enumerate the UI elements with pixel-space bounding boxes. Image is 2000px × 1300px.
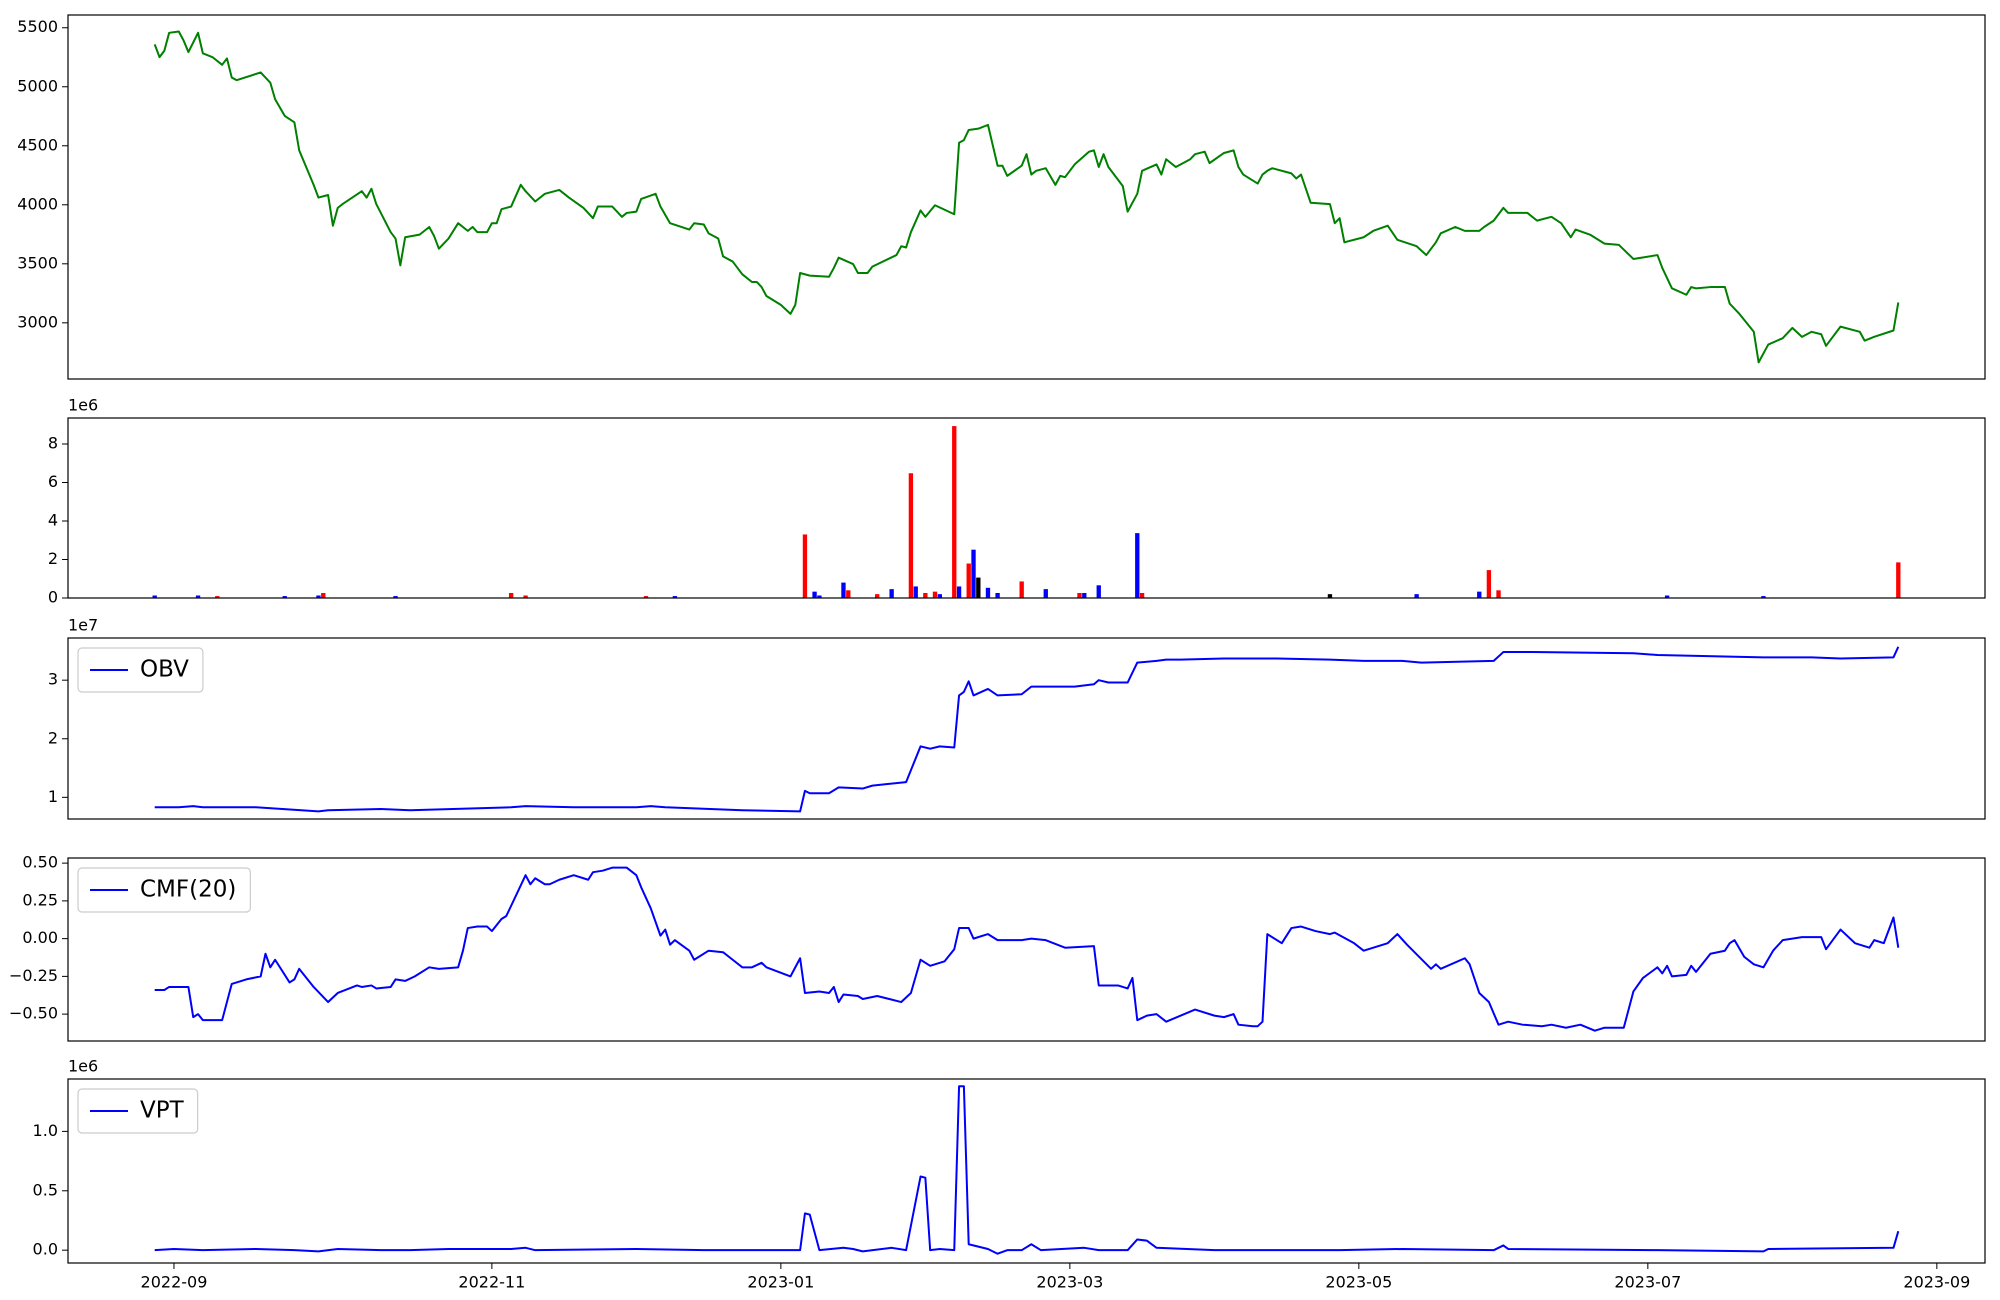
y-tick-label: −0.50 xyxy=(9,1004,58,1023)
volume-bar xyxy=(952,426,957,598)
volume-bar xyxy=(523,595,528,598)
volume-bar xyxy=(1139,592,1145,598)
series-line xyxy=(154,1085,1900,1255)
volume-bar xyxy=(1896,562,1901,598)
legend-box xyxy=(77,1088,199,1134)
y-tick-label: 0.00 xyxy=(22,928,58,947)
volume-bar xyxy=(195,595,201,598)
volume-bar xyxy=(1327,594,1333,598)
x-tick-label: 2023-07 xyxy=(1614,1273,1681,1292)
plot-frame xyxy=(67,14,1986,380)
volume-bar xyxy=(1477,591,1482,598)
series-line xyxy=(154,866,1900,1032)
volume-bar xyxy=(316,595,321,598)
series-line xyxy=(154,646,1900,813)
volume-bar xyxy=(802,534,808,598)
y-tick-label: 3000 xyxy=(17,312,58,331)
y-tick-label: 0.0 xyxy=(33,1240,58,1259)
volume-bar xyxy=(1077,592,1082,598)
volume-bar xyxy=(971,549,976,598)
volume-bar xyxy=(923,592,928,598)
y-tick-label: 1 xyxy=(48,787,58,806)
volume-bar xyxy=(152,595,157,598)
y-tick-label: 2 xyxy=(48,728,58,747)
plot-frame xyxy=(67,857,1986,1042)
volume-bar xyxy=(1096,585,1101,598)
y-tick-label: 4000 xyxy=(17,194,58,213)
axis-offset-label: 1e6 xyxy=(68,396,98,415)
volume-bar xyxy=(889,589,894,598)
plot-frame xyxy=(67,637,1986,820)
y-tick-label: 4 xyxy=(48,510,58,529)
volume-bar xyxy=(956,586,962,598)
volume-bar xyxy=(1496,590,1501,598)
y-tick-label: 6 xyxy=(48,472,58,491)
volume-bar xyxy=(1664,595,1670,598)
legend-box xyxy=(77,867,251,913)
volume-bar xyxy=(846,590,851,598)
volume-bar xyxy=(875,594,880,598)
volume-bar xyxy=(1761,596,1766,598)
y-tick-label: 3 xyxy=(48,670,58,689)
axis-offset-label: 1e6 xyxy=(68,1057,98,1076)
volume-bar xyxy=(1486,570,1492,598)
volume-bar xyxy=(913,586,918,598)
volume-bar xyxy=(995,592,1000,598)
plot-frame xyxy=(67,1078,1986,1264)
legend-box xyxy=(77,647,204,693)
y-tick-label: 4500 xyxy=(17,135,58,154)
y-tick-label: 0.50 xyxy=(22,853,58,872)
legend-label: CMF(20) xyxy=(140,877,236,903)
volume-bar xyxy=(508,592,514,598)
y-tick-label: −0.25 xyxy=(9,966,58,985)
legend-label: VPT xyxy=(140,1098,185,1124)
y-tick-label: 3500 xyxy=(17,253,58,272)
axis-offset-label: 1e7 xyxy=(68,616,98,635)
x-tick-label: 2022-09 xyxy=(141,1273,208,1292)
y-tick-label: 0.5 xyxy=(33,1180,58,1199)
series-line xyxy=(153,30,1900,364)
legend-label: OBV xyxy=(140,657,189,683)
y-tick-label: 2 xyxy=(48,549,58,568)
volume-bar xyxy=(643,596,649,598)
volume-bar xyxy=(321,592,326,598)
y-tick-label: 0 xyxy=(48,588,58,607)
x-tick-label: 2023-05 xyxy=(1325,1273,1392,1292)
volume-bar xyxy=(1019,581,1024,598)
volume-bar xyxy=(932,591,938,598)
volume-bar xyxy=(1135,533,1140,598)
y-tick-label: 8 xyxy=(48,433,58,452)
volume-bar xyxy=(1043,589,1048,598)
volume-bar xyxy=(215,596,220,598)
y-tick-label: 5500 xyxy=(17,17,58,36)
x-tick-label: 2022-11 xyxy=(458,1273,525,1292)
volume-bar xyxy=(393,596,398,598)
volume-bar xyxy=(985,587,991,598)
y-tick-label: 0.25 xyxy=(22,890,58,909)
volume-bar xyxy=(1082,592,1087,598)
x-tick-label: 2023-01 xyxy=(747,1273,814,1292)
volume-bar xyxy=(817,595,822,598)
x-tick-label: 2023-09 xyxy=(1903,1273,1970,1292)
volume-bar xyxy=(672,596,678,598)
volume-bar xyxy=(976,577,981,598)
volume-bar xyxy=(812,591,817,598)
plot-frame xyxy=(67,417,1986,599)
x-tick-label: 2023-03 xyxy=(1036,1273,1103,1292)
volume-bar xyxy=(1414,594,1419,598)
y-tick-label: 5000 xyxy=(17,76,58,95)
y-tick-label: 1.0 xyxy=(33,1121,58,1140)
volume-bar xyxy=(908,473,914,598)
volume-bar xyxy=(966,563,971,598)
volume-bar xyxy=(282,596,287,598)
volume-bar xyxy=(841,582,846,598)
volume-bar xyxy=(937,594,942,598)
